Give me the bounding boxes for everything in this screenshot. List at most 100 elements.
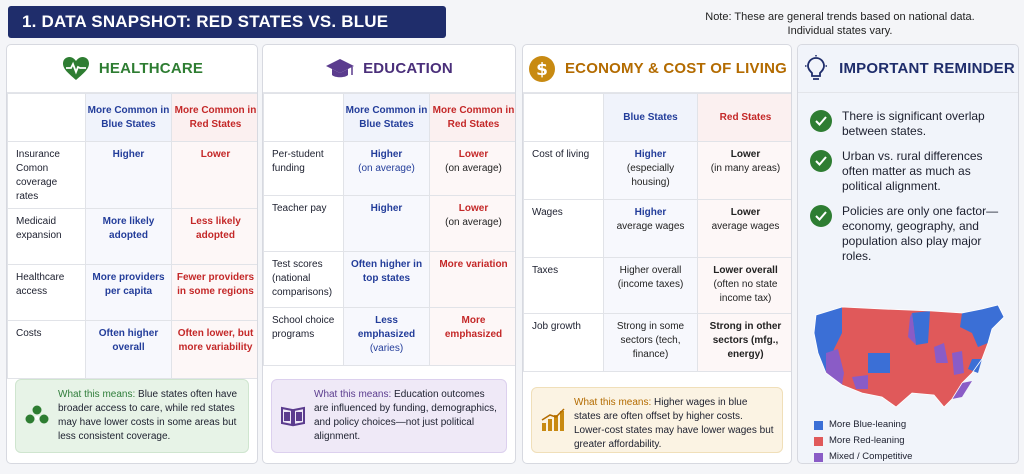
empty-header-cell xyxy=(7,93,86,142)
callout-text: What this means: Blue states often have … xyxy=(58,388,240,444)
value-main: Lower overall xyxy=(713,265,778,276)
table-row: Per-student funding Higher (on average) L… xyxy=(263,141,515,196)
red-value: Lower (on average) xyxy=(429,141,515,196)
col-header-blue: More Common in Blue States xyxy=(343,93,430,142)
reminder-list: There is significant overlap between sta… xyxy=(798,93,1018,264)
value-main: Often higher in top states xyxy=(350,259,423,284)
value-main: Higher xyxy=(634,149,667,160)
table-row: Medicaid expansion More likely adopted L… xyxy=(7,208,257,265)
economy-table: Blue States Red States Cost of living Hi… xyxy=(523,93,791,372)
red-value: Lower overall (often no state income tax) xyxy=(697,257,791,314)
value-sub: (varies) xyxy=(369,343,404,354)
value-main: Strong in other sectors (mfg., energy) xyxy=(709,321,782,360)
reminder-header: IMPORTANT REMINDER xyxy=(798,45,1018,93)
value-main: Lower xyxy=(730,207,761,218)
value-sub: (income taxes) xyxy=(617,279,684,290)
svg-text:$: $ xyxy=(536,60,548,80)
table-row: Healthcare access More providers per cap… xyxy=(7,264,257,321)
value-main: More emphasized xyxy=(444,315,503,340)
empty-header-cell xyxy=(523,93,604,142)
table-row: School choice programs Less emphasized (v… xyxy=(263,307,515,366)
blue-value: Often higher in top states xyxy=(343,251,430,308)
graduation-cap-icon xyxy=(325,54,355,84)
blue-value: Higher xyxy=(85,141,172,209)
row-label: Costs xyxy=(7,320,86,379)
legend-swatch xyxy=(814,452,823,462)
col-header-blue: Blue States xyxy=(603,93,698,142)
reminder-text: There is significant overlap between sta… xyxy=(842,109,985,138)
table-header-row: More Common in Blue States More Common i… xyxy=(7,93,257,142)
reminder-text: Urban vs. rural differences often matter… xyxy=(842,149,983,193)
value-sub: (in many areas) xyxy=(710,163,781,174)
table-row: Test scores (national comparisons) Often… xyxy=(263,251,515,308)
value-main: Strong in some sectors (tech, finance) xyxy=(616,321,685,360)
economy-callout: What this means: Higher wages in blue st… xyxy=(531,387,783,453)
red-value: Strong in other sectors (mfg., energy) xyxy=(697,313,791,372)
bar-chart-icon xyxy=(540,396,566,444)
education-panel: EDUCATION More Common in Blue States Mor… xyxy=(262,44,516,464)
value-main: Higher xyxy=(370,149,403,160)
red-value: Often lower, but more variability xyxy=(171,320,257,379)
education-callout: What this means: Education outcomes are … xyxy=(271,379,507,453)
check-icon xyxy=(810,205,832,227)
table-row: Cost of living Higher (especially housing… xyxy=(523,141,791,200)
col-header-red: More Common in Red States xyxy=(171,93,257,142)
blue-value: More providers per capita xyxy=(85,264,172,321)
healthcare-header: HEALTHCARE xyxy=(7,45,257,93)
legend-swatch xyxy=(814,436,823,446)
legend-swatch xyxy=(814,420,823,430)
legend-label: Mixed / Competitive xyxy=(829,451,913,462)
list-item: There is significant overlap between sta… xyxy=(798,109,1018,139)
legend-item: More Red-leaning xyxy=(814,433,912,449)
blue-value: Less emphasized (varies) xyxy=(343,307,430,366)
callout-body: Education outcomes are influenced by fun… xyxy=(314,389,497,442)
row-label: Job growth xyxy=(523,313,604,372)
value-sub: (often no state income tax) xyxy=(713,279,778,304)
red-value: Lower xyxy=(171,141,257,209)
row-label: Healthcare access xyxy=(7,264,86,321)
value-main: Higher overall xyxy=(619,265,682,276)
education-title: EDUCATION xyxy=(363,60,453,77)
blue-value: Higher xyxy=(343,195,430,252)
row-label: Cost of living xyxy=(523,141,604,200)
value-main: Higher xyxy=(634,207,667,218)
value-main: Higher xyxy=(370,203,403,214)
healthcare-table: More Common in Blue States More Common i… xyxy=(7,93,257,379)
blue-value: Higher (especially housing) xyxy=(603,141,698,200)
value-main: More variation xyxy=(439,259,508,270)
row-label: Per-student funding xyxy=(263,141,344,196)
legend-label: More Red-leaning xyxy=(829,435,905,446)
row-label: Medicaid expansion xyxy=(7,208,86,265)
economy-title: ECONOMY & COST OF LIVING xyxy=(564,60,788,77)
economy-header: $ ECONOMY & COST OF LIVING xyxy=(523,45,791,93)
check-icon xyxy=(810,110,832,132)
row-label: Insurance Comon coverage rates xyxy=(7,141,86,209)
callout-text: What this means: Education outcomes are … xyxy=(314,388,498,444)
value-sub: (especially housing) xyxy=(626,163,675,188)
note-line-1: Note: These are general trends based on … xyxy=(705,11,975,23)
value-sub: (on average) xyxy=(358,163,415,174)
blue-value: Higher overall (income taxes) xyxy=(603,257,698,314)
education-table: More Common in Blue States More Common i… xyxy=(263,93,515,366)
lightbulb-icon xyxy=(801,54,831,84)
list-item: Urban vs. rural differences often matter… xyxy=(798,149,1018,194)
value-sub: average wages xyxy=(616,221,685,232)
table-row: Costs Often higher overall Often lower, … xyxy=(7,320,257,379)
legend-item: More Blue-leaning xyxy=(814,417,912,433)
value-main: Less emphasized xyxy=(357,315,416,340)
row-label: Wages xyxy=(523,199,604,258)
value-sub: (on average) xyxy=(445,217,502,228)
value-main: Lower xyxy=(458,203,489,214)
col-header-blue: More Common in Blue States xyxy=(85,93,172,142)
note-line-2: Individual states vary. xyxy=(787,25,893,37)
table-row: Teacher pay Higher Lower (on average) xyxy=(263,195,515,252)
red-value: Less likely adopted xyxy=(171,208,257,265)
red-value: Lower (in many areas) xyxy=(697,141,791,200)
red-value: More variation xyxy=(429,251,515,308)
us-map xyxy=(813,304,1005,408)
callout-lead: What this means: xyxy=(58,389,136,400)
list-item: Policies are only one factor—economy, ge… xyxy=(798,204,1018,264)
value-sub: average wages xyxy=(711,221,780,232)
reminder-panel: IMPORTANT REMINDER There is significant … xyxy=(797,44,1019,464)
reminder-title: IMPORTANT REMINDER xyxy=(839,60,1015,77)
